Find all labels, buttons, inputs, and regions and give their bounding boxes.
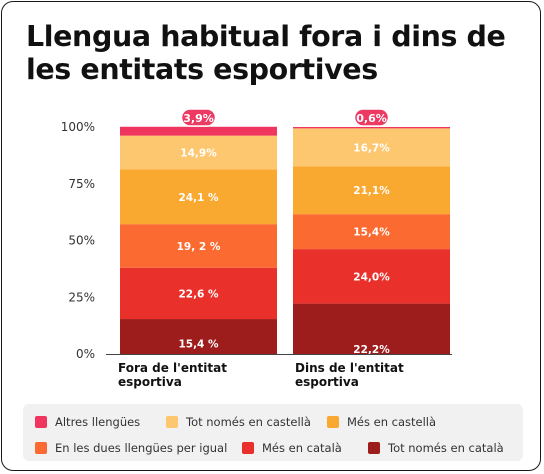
value-badge (180, 108, 217, 127)
data-label: 3,9% (183, 112, 214, 125)
chart-legend: Altres llengües Tot només en castellà Més … (23, 404, 523, 461)
y-tick-label: 25% (68, 290, 95, 304)
bar-segment-mes_castella (293, 166, 450, 215)
legend-swatch (242, 442, 254, 454)
bar-segment-tot_catala (120, 319, 277, 354)
data-label: 21,1% (353, 185, 390, 197)
legend-item-tot_catala: Tot només en català (368, 441, 504, 455)
legend-swatch (166, 416, 178, 428)
data-label: 0,6% (356, 112, 387, 125)
legend-label: Més en castellà (347, 415, 437, 429)
bar-segment-tot_castella (293, 128, 450, 167)
y-tick-label: 75% (68, 177, 95, 191)
bar-segment-dues (293, 214, 450, 250)
legend-swatch (368, 442, 380, 454)
data-label: 22,6 % (178, 288, 219, 300)
bar-segment-mes_catala (293, 249, 450, 304)
x-category-label: Dins de l'entitat (295, 361, 404, 375)
legend-swatch (35, 442, 47, 454)
bar-segment-tot_castella (120, 135, 277, 170)
legend-label: Més en català (262, 441, 342, 455)
y-tick-label: 50% (68, 234, 95, 248)
legend-item-dues: En les dues llengües per igual (35, 441, 227, 455)
bar-segment-altres (293, 127, 450, 129)
legend-item-altres: Altres llengües (35, 415, 140, 429)
data-label: 22,2% (353, 344, 390, 356)
legend-swatch (35, 416, 47, 428)
bar-segment-dues (120, 224, 277, 268)
data-label: 24,1 % (178, 192, 219, 204)
legend-label: En les dues llengües per igual (55, 441, 228, 455)
data-label: 19, 2 % (177, 241, 221, 253)
x-category-label: esportiva (295, 375, 359, 389)
value-badge (353, 108, 390, 127)
x-category-label: Fora de l'entitat (118, 361, 227, 375)
legend-swatch (327, 416, 339, 428)
legend-label: Tot només en castellà (186, 415, 311, 429)
chart-title: Llengua habitual fora i dins de les enti… (26, 20, 506, 86)
legend-item-mes_castella: Més en castellà (327, 415, 436, 429)
bar-segment-altres (120, 126, 277, 136)
y-tick-label: 100% (61, 120, 95, 134)
x-category-label: esportiva (118, 375, 182, 389)
legend-label: Altres llengües (55, 415, 141, 429)
data-label: 24,0% (353, 271, 390, 283)
legend-label: Tot només en català (388, 441, 504, 455)
data-label: 15,4% (353, 227, 390, 239)
legend-item-mes_catala: Més en català (242, 441, 342, 455)
bar-segment-tot_catala (293, 303, 450, 354)
data-label: 14,9% (180, 148, 217, 160)
y-tick-label: 0% (76, 347, 95, 361)
data-label: 15,4 % (178, 339, 219, 351)
bar-segment-mes_catala (120, 267, 277, 320)
legend-item-tot_castella: Tot només en castellà (166, 415, 311, 429)
bar-segment-mes_castella (120, 169, 277, 225)
data-label: 16,7% (353, 142, 390, 154)
